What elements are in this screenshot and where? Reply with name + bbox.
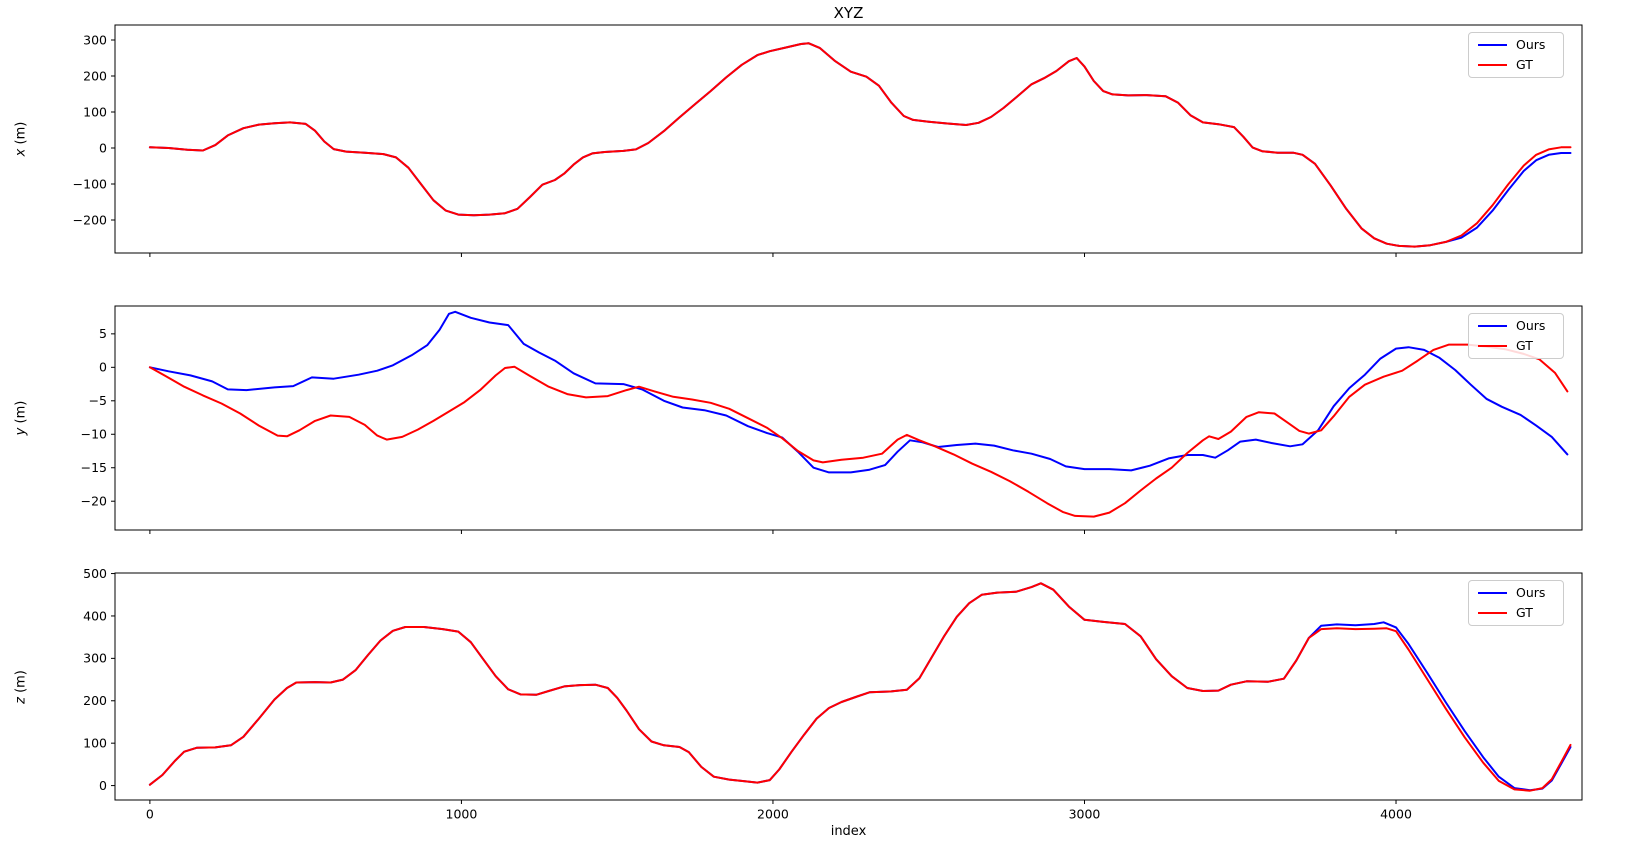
y-tick-label: −20 — [81, 494, 107, 509]
legend-label-ours: Ours — [1516, 585, 1546, 600]
y-axis-label-x: x (m) — [14, 122, 29, 157]
y-tick-label: 200 — [83, 68, 107, 83]
y-tick-label: 0 — [99, 140, 107, 155]
legend-subplot-y: Ours GT — [1468, 313, 1564, 359]
legend-label-ours: Ours — [1516, 318, 1546, 333]
legend-line-gt — [1478, 611, 1507, 614]
legend-label-gt: GT — [1516, 604, 1533, 620]
legend-line-ours — [1478, 592, 1507, 595]
x-tick-label: 2000 — [757, 807, 789, 822]
y-tick-label: 300 — [83, 651, 107, 666]
legend-entry-gt: GT — [1478, 56, 1554, 72]
legend-entry-ours: Ours — [1478, 318, 1554, 333]
y-tick-label: 100 — [83, 104, 107, 119]
series-line-gt — [148, 42, 1572, 248]
y-tick-label: 5 — [99, 326, 107, 341]
y-axis-label-y: y (m) — [14, 401, 29, 436]
y-tick-label: −100 — [73, 176, 107, 191]
y-axis-label-y-unit: (m) — [13, 400, 29, 428]
y-tick-label: −15 — [81, 460, 107, 475]
y-tick-label: 500 — [83, 566, 107, 581]
y-tick-label: 0 — [99, 778, 107, 793]
legend-entry-ours: Ours — [1478, 585, 1554, 600]
y-tick-label: −10 — [81, 427, 107, 442]
legend-line-gt — [1478, 344, 1507, 347]
y-axis-label-x-var: x — [13, 148, 29, 157]
legend-entry-gt: GT — [1478, 604, 1554, 620]
legend-entry-ours: Ours — [1478, 37, 1554, 52]
y-axis-label-z-unit: (m) — [13, 670, 29, 698]
y-tick-label: −5 — [89, 393, 107, 408]
x-tick-label: 1000 — [446, 807, 478, 822]
legend-entry-gt: GT — [1478, 337, 1554, 353]
y-axis-label-x-unit: (m) — [13, 121, 29, 149]
x-tick-label: 4000 — [1380, 807, 1412, 822]
y-tick-label: 400 — [83, 608, 107, 623]
x-axis-label: index — [830, 824, 867, 839]
y-tick-label: 0 — [99, 360, 107, 375]
y-tick-label: 100 — [83, 736, 107, 751]
series-line-ours — [148, 310, 1569, 474]
legend-label-gt: GT — [1516, 56, 1533, 72]
legend-subplot-x: Ours GT — [1468, 32, 1564, 78]
legend-line-gt — [1478, 63, 1507, 66]
series-line-gt — [148, 343, 1569, 518]
series-line-ours — [148, 42, 1572, 248]
legend-line-ours — [1478, 325, 1507, 328]
y-tick-label: 200 — [83, 693, 107, 708]
legend-subplot-z: Ours GT — [1468, 580, 1564, 626]
series-line-ours — [148, 582, 1572, 792]
y-axis-label-z-var: z — [13, 697, 29, 704]
plot-spines — [114, 572, 1583, 801]
y-tick-label: 300 — [83, 32, 107, 47]
legend-label-gt: GT — [1516, 337, 1533, 353]
legend-label-ours: Ours — [1516, 37, 1546, 52]
x-tick-label: 3000 — [1069, 807, 1101, 822]
y-axis-label-y-var: y — [13, 427, 29, 436]
chart-title: XYZ — [833, 4, 864, 22]
x-tick-label: 0 — [146, 807, 154, 822]
legend-line-ours — [1478, 44, 1507, 47]
y-axis-label-z: z (m) — [14, 670, 29, 704]
plot-spines — [114, 305, 1583, 531]
y-tick-label: −200 — [73, 212, 107, 227]
plot-spines — [114, 24, 1583, 254]
series-line-gt — [148, 582, 1572, 792]
